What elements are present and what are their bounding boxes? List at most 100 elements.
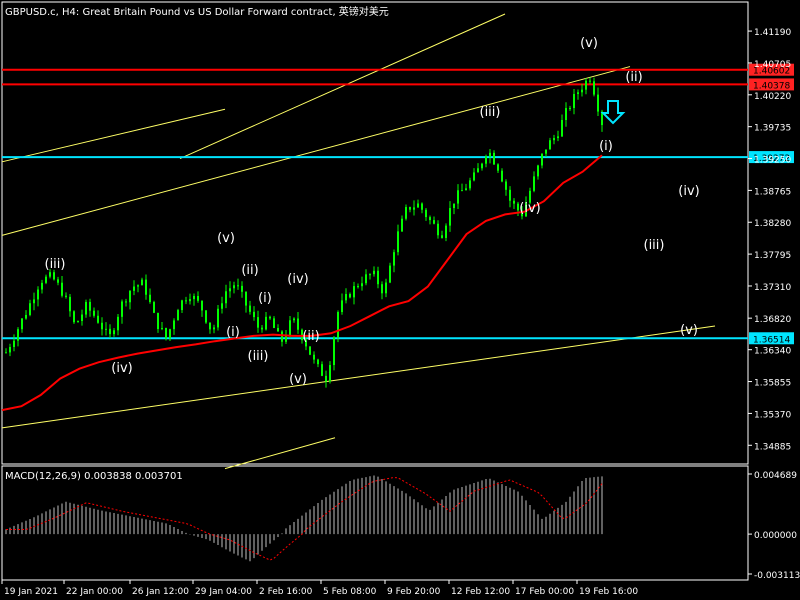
candle-body [213,327,215,330]
candle-body [461,190,463,192]
time-tick-label: 9 Feb 20:00 [387,587,441,597]
candle-body [57,279,59,283]
candle-body [249,305,251,312]
candle-body [357,286,359,288]
candle-body [193,295,195,300]
candle-body [501,170,503,182]
price-tick-label: 1.38765 [754,187,791,197]
candle-body [269,316,271,319]
candle-body [297,318,299,330]
down-arrow-icon [600,100,626,125]
candle-body [489,152,491,157]
candle-body [265,316,267,330]
price-level-box [749,332,794,345]
candle-body [77,321,79,323]
candle-body [245,291,247,306]
candle-body [33,299,35,304]
macd-panel: 0.004689 0.000000 -0.003113 [5,471,800,581]
candle-body [113,330,115,335]
wave-label: (iii) [480,105,501,120]
candle-body [417,203,419,208]
chart-frame [1,1,749,581]
candle-body [29,303,31,315]
candle-body [577,92,579,95]
candle-body [253,311,255,318]
candle-body [53,272,55,280]
wave-label: (iv) [519,201,540,216]
price-tick-label: 1.41190 [754,28,791,38]
time-tick-label: 17 Feb 00:00 [515,587,574,597]
candle-body [581,89,583,93]
candle-body [321,364,323,376]
wave-label: (ii) [625,70,642,85]
candle-body [485,156,487,164]
candle-body [157,312,159,330]
macd-title: MACD(12,26,9) 0.003838 0.003701 [5,471,183,482]
candle-body [117,316,119,331]
candle-body [517,203,519,211]
candle-body [469,180,471,189]
wave-label: (v) [680,323,698,338]
channel-line [1,325,716,429]
wave-label: (v) [580,36,598,51]
candle-body [593,81,595,95]
time-tick-label: 2 Feb 16:00 [259,587,313,597]
macd-tick-label: 0.000000 [754,531,797,541]
candle-body [233,285,235,289]
candle-body [273,318,275,328]
candle-body [441,235,443,238]
candle-body [481,163,483,169]
time-tick-label: 5 Feb 08:00 [323,587,377,597]
wave-label: (v) [217,231,235,246]
candle-body [317,359,319,365]
candle-body [153,302,155,313]
candle-body [85,301,87,315]
candle-body [13,340,15,347]
candle-body [389,265,391,283]
price-tick-label: 1.35855 [754,379,791,389]
channel-lines [1,13,716,470]
time-tick-label: 22 Jan 00:00 [66,587,123,597]
price-tick-label: 1.40705 [754,60,791,70]
candle-body [521,210,523,217]
candle-body [49,272,51,277]
candle-body [97,315,99,323]
candle-body [541,153,543,166]
price-candles [5,77,603,388]
candle-body [525,202,527,217]
candle-body [237,285,239,287]
candle-body [281,331,283,342]
candle-body [129,290,131,303]
candle-body [229,288,231,292]
moving-average-line [1,154,603,412]
candle-body [497,164,499,171]
channel-line [1,108,226,163]
candle-body [597,94,599,112]
channel-line [179,13,506,159]
candle-body [373,270,375,275]
time-tick-label: 19 Feb 16:00 [579,587,638,597]
candle-body [221,303,223,309]
candle-body [553,138,555,141]
channel-line [1,66,631,236]
candle-body [333,337,335,366]
candle-body [545,149,547,154]
candle-body [477,168,479,173]
price-tick-label: 1.35370 [754,410,791,420]
candle-body [161,328,163,330]
candle-body [209,322,211,330]
candle-body [329,365,331,382]
candle-body [205,310,207,323]
candle-body [365,274,367,284]
candle-body [405,207,407,219]
candle-body [5,352,7,354]
candle-body [37,289,39,300]
candle-body [41,282,43,290]
candle-body [69,296,71,312]
candle-body [393,252,395,266]
price-level-box [749,78,794,91]
wave-label: (ii) [302,329,319,344]
moving-average [1,154,603,412]
candle-body [241,285,243,292]
